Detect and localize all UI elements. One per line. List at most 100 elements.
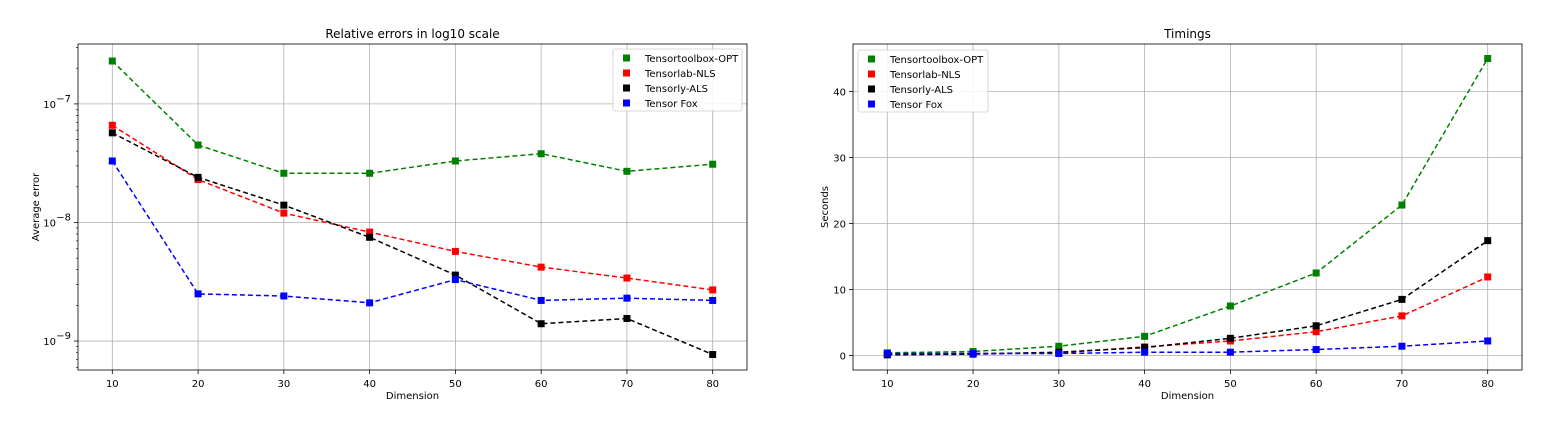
data-point xyxy=(194,141,202,149)
data-point xyxy=(451,276,459,284)
legend-marker xyxy=(868,100,875,108)
legend-marker xyxy=(868,55,875,63)
legend-box xyxy=(857,49,989,113)
data-point xyxy=(1312,322,1320,330)
y-tick-exponent: −7 xyxy=(56,94,71,105)
legend-marker xyxy=(623,99,630,107)
series-line xyxy=(111,160,713,304)
x-tick-label: 70 xyxy=(621,379,634,390)
data-point xyxy=(366,233,374,241)
data-point xyxy=(1141,348,1149,356)
data-point xyxy=(108,57,116,65)
y-tick-exponent: −8 xyxy=(56,212,71,223)
data-point xyxy=(1484,273,1492,281)
series-tensorly-als xyxy=(108,129,717,359)
x-tick-label: 30 xyxy=(1052,379,1065,390)
data-point xyxy=(709,296,717,304)
data-point xyxy=(280,209,288,217)
series-line xyxy=(111,60,713,175)
data-point xyxy=(537,150,545,158)
data-point xyxy=(537,296,545,304)
data-point xyxy=(1226,348,1234,356)
data-point xyxy=(1141,344,1149,352)
x-tick-label: 80 xyxy=(1481,379,1494,390)
x-tick-label: 40 xyxy=(363,379,376,390)
data-point xyxy=(1312,269,1320,277)
data-point xyxy=(1484,237,1492,245)
x-tick-label: 30 xyxy=(277,379,290,390)
data-point xyxy=(108,129,116,137)
x-axis-label: Dimension xyxy=(386,391,439,402)
y-tick-label: 40 xyxy=(833,88,846,99)
data-point xyxy=(883,350,891,358)
y-axis-label: Average error xyxy=(31,172,42,241)
data-point xyxy=(280,169,288,177)
data-point xyxy=(1398,312,1406,320)
x-tick-label: 10 xyxy=(881,379,894,390)
data-point xyxy=(280,292,288,300)
y-tick-label: 10 xyxy=(43,337,56,348)
data-point xyxy=(108,121,116,129)
data-point xyxy=(1398,342,1406,350)
data-point xyxy=(709,160,717,168)
y-tick-exponent: −9 xyxy=(56,331,71,342)
data-point xyxy=(194,290,202,298)
series-tensor-fox xyxy=(108,157,717,307)
legend: Tensortoolbox-OPT Tensorlab-NLS Tensorly-A… xyxy=(612,48,743,112)
data-point xyxy=(1398,201,1406,209)
data-point xyxy=(709,286,717,294)
legend-marker xyxy=(868,85,875,93)
data-point xyxy=(1055,342,1063,350)
data-point xyxy=(537,320,545,328)
x-axis-label: Dimension xyxy=(1161,391,1214,402)
chart-title: Relative errors in log10 scale xyxy=(325,27,499,41)
x-tick-label: 60 xyxy=(535,379,548,390)
y-axis-label: Seconds xyxy=(820,186,831,228)
legend-label: Tensorly-ALS xyxy=(889,85,953,96)
data-point xyxy=(1055,350,1063,358)
data-point xyxy=(451,157,459,165)
x-tick-label: 80 xyxy=(706,379,719,390)
data-point xyxy=(108,157,116,165)
legend: Tensortoolbox-OPT Tensorlab-NLS Tensorly-A… xyxy=(857,49,989,113)
legend-marker xyxy=(868,70,875,78)
legend-box xyxy=(612,48,743,112)
data-point xyxy=(1312,346,1320,354)
x-tick-label: 50 xyxy=(1224,379,1237,390)
data-point xyxy=(1484,337,1492,345)
x-tick-label: 50 xyxy=(449,379,462,390)
x-tick-label: 40 xyxy=(1138,379,1151,390)
y-tick-label: 20 xyxy=(833,219,846,230)
plot-area-frame xyxy=(77,43,748,371)
data-point xyxy=(366,299,374,307)
x-tick-label: 10 xyxy=(106,379,119,390)
data-point xyxy=(537,263,545,271)
data-point xyxy=(280,201,288,209)
plot-area-frame xyxy=(852,43,1523,371)
legend-label: Tensorly-ALS xyxy=(644,84,708,95)
data-point xyxy=(1226,302,1234,310)
data-point xyxy=(1484,55,1492,63)
legend-label: Tensor Fox xyxy=(644,99,698,110)
legend-label: Tensorlab-NLS xyxy=(644,69,716,80)
legend-marker xyxy=(623,84,630,92)
y-tick-label: 30 xyxy=(833,154,846,165)
x-tick-label: 60 xyxy=(1310,379,1323,390)
data-point xyxy=(623,314,631,322)
data-point xyxy=(366,169,374,177)
y-tick-label: 10 xyxy=(43,218,56,229)
series-tensor-fox xyxy=(883,337,1492,358)
data-point xyxy=(366,228,374,236)
legend-label: Tensorlab-NLS xyxy=(889,70,961,81)
data-point xyxy=(1312,328,1320,336)
legend-marker xyxy=(623,69,630,77)
y-tick-label: 0 xyxy=(840,351,846,362)
legend-label: Tensortoolbox-OPT xyxy=(644,54,739,65)
x-tick-label: 20 xyxy=(192,379,205,390)
data-point xyxy=(709,351,717,359)
data-point xyxy=(623,274,631,282)
data-point xyxy=(623,294,631,302)
